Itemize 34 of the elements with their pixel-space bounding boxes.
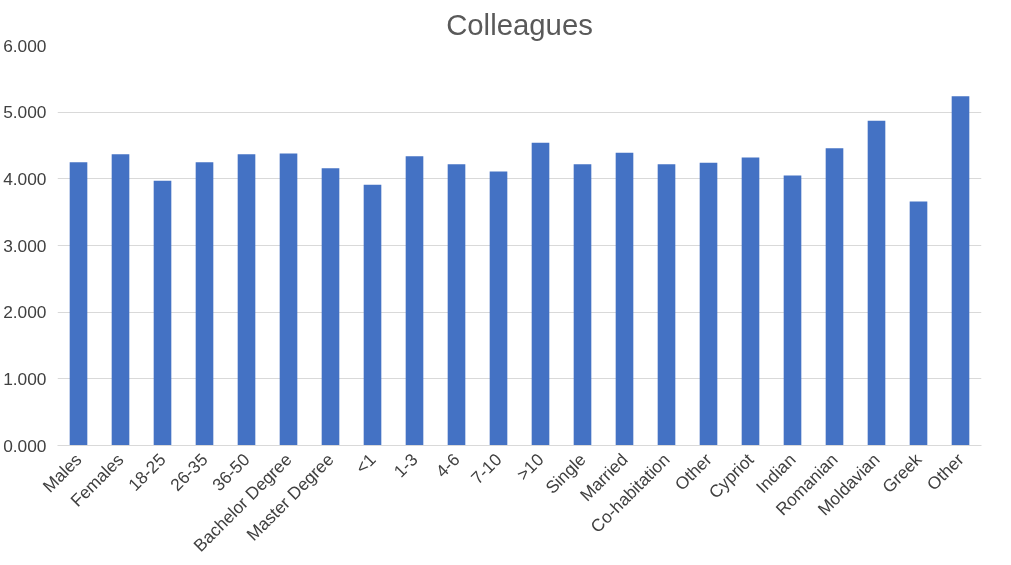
bar (741, 157, 760, 446)
bar (531, 142, 550, 446)
bar (405, 156, 424, 446)
bar (825, 148, 844, 446)
x-tick-label: 4-6 (431, 449, 464, 482)
y-tick-label: 3.000 (3, 235, 47, 256)
y-tick-label: 4.000 (3, 168, 47, 189)
bar (573, 164, 592, 446)
x-tick-label: 7-10 (466, 449, 506, 489)
bar (321, 168, 340, 446)
bar (363, 184, 382, 446)
bar (69, 162, 88, 446)
bar (699, 162, 718, 446)
bar (951, 96, 970, 446)
bar (153, 180, 172, 446)
bar (489, 171, 508, 446)
bar (867, 120, 886, 446)
bar (447, 164, 466, 446)
y-tick-label: 6.000 (3, 35, 47, 56)
x-tick-label: 1-3 (389, 449, 422, 482)
y-tick-label: 2.000 (3, 302, 47, 323)
bar (195, 162, 214, 446)
chart-title: Colleagues (446, 7, 593, 41)
bar (279, 153, 298, 446)
x-tick-label: <1 (351, 449, 380, 478)
y-tick-label: 5.000 (3, 102, 47, 123)
bar (237, 154, 256, 446)
y-tick-label: 0.000 (3, 435, 47, 456)
bar (909, 201, 928, 446)
bar (783, 175, 802, 446)
y-tick-label: 1.000 (3, 368, 47, 389)
bar (657, 164, 676, 446)
bar (111, 154, 130, 446)
bar (615, 152, 634, 446)
